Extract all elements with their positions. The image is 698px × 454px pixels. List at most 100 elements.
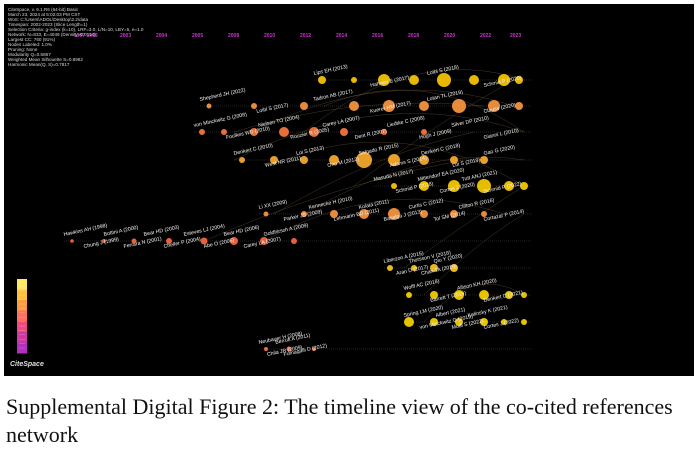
year-tick-label: 1997 1999	[74, 33, 98, 39]
reference-label: Esteves LJ (2004)	[183, 223, 225, 238]
reference-node	[448, 180, 460, 192]
reference-node	[330, 210, 338, 218]
reference-node	[479, 290, 489, 300]
reference-label: Lehmann BD (2011)	[333, 207, 380, 223]
metadata-line: Weighted Mean Silhouette S=0.8962	[8, 57, 83, 62]
reference-label: Denkert C (2021)	[483, 290, 523, 304]
reference-node	[421, 129, 427, 135]
reference-label: Denkert C (2010)	[233, 143, 273, 157]
citation-link	[253, 89, 515, 133]
year-tick-label: 2016	[372, 33, 383, 39]
citation-link	[273, 131, 475, 215]
reference-node	[488, 100, 500, 112]
reference-node	[450, 210, 458, 218]
reference-node	[230, 237, 238, 245]
metadata-line: March 23, 2024 at 5:02:03 PM CST	[8, 12, 81, 17]
reference-node	[270, 156, 278, 164]
reference-label: Hahnen E (2017)	[370, 75, 410, 89]
reference-node	[515, 76, 523, 84]
citation-link	[203, 159, 465, 242]
year-tick-label: 2018	[408, 33, 419, 39]
citation-link	[283, 141, 525, 187]
reference-node	[378, 74, 390, 86]
reference-label: Hawkins AH (1998)	[63, 223, 108, 238]
citation-link	[263, 198, 505, 242]
reference-node	[420, 210, 428, 218]
reference-node	[388, 154, 400, 166]
year-color-legend-segment	[17, 310, 27, 322]
year-tick-label: 2020	[444, 33, 455, 39]
reference-node	[312, 347, 316, 351]
year-tick-label: 2005	[192, 33, 203, 39]
metadata-line: Pruning: None	[8, 47, 38, 52]
reference-node	[411, 265, 417, 271]
reference-label: Rouzier R (2005)	[290, 127, 330, 141]
reference-node	[239, 157, 245, 163]
year-tick-label: 2010	[264, 33, 275, 39]
reference-label: Bear HD (2003)	[143, 224, 180, 237]
reference-node	[286, 346, 292, 352]
reference-label: Foulkes WD (2010)	[225, 126, 270, 141]
reference-label: Loibl S (2017)	[256, 102, 289, 115]
reference-node	[450, 264, 458, 272]
timeline-view: 1997 1999 2003 2004 2005 2008 2010 2012 2014 201…	[17, 33, 532, 358]
network-metadata: CiteSpace, v. 6.1.R6 (64-bit) Basic March…	[8, 7, 143, 67]
reference-node	[437, 73, 451, 87]
year-color-legend-segment	[17, 321, 27, 333]
reference-node	[260, 237, 268, 245]
reference-label: Silver DP (2010)	[451, 115, 490, 129]
reference-label: Dent R (2007)	[354, 128, 387, 141]
year-tick-label: 2008	[228, 33, 239, 39]
reference-node	[498, 74, 510, 86]
year-color-legend-segment	[17, 300, 27, 312]
metadata-line: Timespan: 2002-2023 (Slice Length=1)	[8, 22, 88, 27]
reference-label: Loi S (2019)	[452, 157, 481, 169]
reference-node	[450, 156, 458, 164]
reference-label: Mittendorf EA (2020)	[417, 167, 465, 183]
reference-label: Nielsen TO (2004)	[258, 114, 301, 129]
timeline-panel: 1997 1999 2003 2004 2005 2008 2010 2012 2014 201…	[4, 4, 694, 376]
reference-node	[199, 129, 205, 135]
year-color-legend-segment	[17, 279, 27, 291]
reference-label: Cortazar P (2014)	[483, 208, 525, 222]
reference-label: Chung J (1999)	[83, 237, 119, 250]
reference-node	[521, 319, 527, 325]
reference-label: Denkert C (2018)	[421, 143, 461, 157]
reference-node	[351, 77, 357, 83]
citation-link	[353, 79, 515, 187]
reference-label: Kalinsky K (2021)	[467, 305, 508, 319]
reference-node	[381, 129, 387, 135]
reference-node	[391, 183, 397, 189]
reference-label: Bear HD (2006)	[223, 224, 260, 237]
reference-label: Bottini A (2000)	[103, 225, 139, 238]
reference-node	[131, 238, 137, 244]
reference-label: Li XX (2009)	[258, 199, 288, 211]
reference-node	[318, 76, 326, 84]
reference-label: Gao G (2020)	[483, 144, 516, 157]
reference-node	[409, 75, 419, 85]
reference-label: Loi S (2013)	[296, 145, 325, 157]
reference-node	[264, 347, 268, 351]
reference-node	[383, 100, 395, 112]
citespace-logo: CiteSpace	[10, 361, 44, 368]
reference-node	[477, 179, 491, 193]
year-tick-label: 2004	[156, 33, 167, 39]
reference-node	[430, 264, 438, 272]
reference-node	[102, 239, 106, 243]
reference-label: Fumagalli D (2012)	[283, 343, 328, 358]
reference-node	[300, 156, 308, 164]
reference-label: Parker JS (2009)	[283, 209, 323, 223]
reference-node	[521, 292, 527, 298]
reference-label: West NR (2011)	[264, 155, 301, 169]
reference-label: Curtis C (2012)	[408, 198, 444, 211]
reference-node	[455, 318, 463, 326]
reference-node	[388, 208, 400, 220]
year-tick-label: 2023	[510, 33, 521, 39]
citation-link	[233, 113, 525, 161]
citation-link	[323, 89, 525, 133]
year-color-legend-segment	[17, 331, 27, 343]
year-tick-label: 2022	[480, 33, 491, 39]
reference-label: Lips EH (2013)	[313, 64, 348, 77]
reference-node	[251, 103, 257, 109]
reference-label: Cortes J (2022)	[483, 318, 519, 331]
